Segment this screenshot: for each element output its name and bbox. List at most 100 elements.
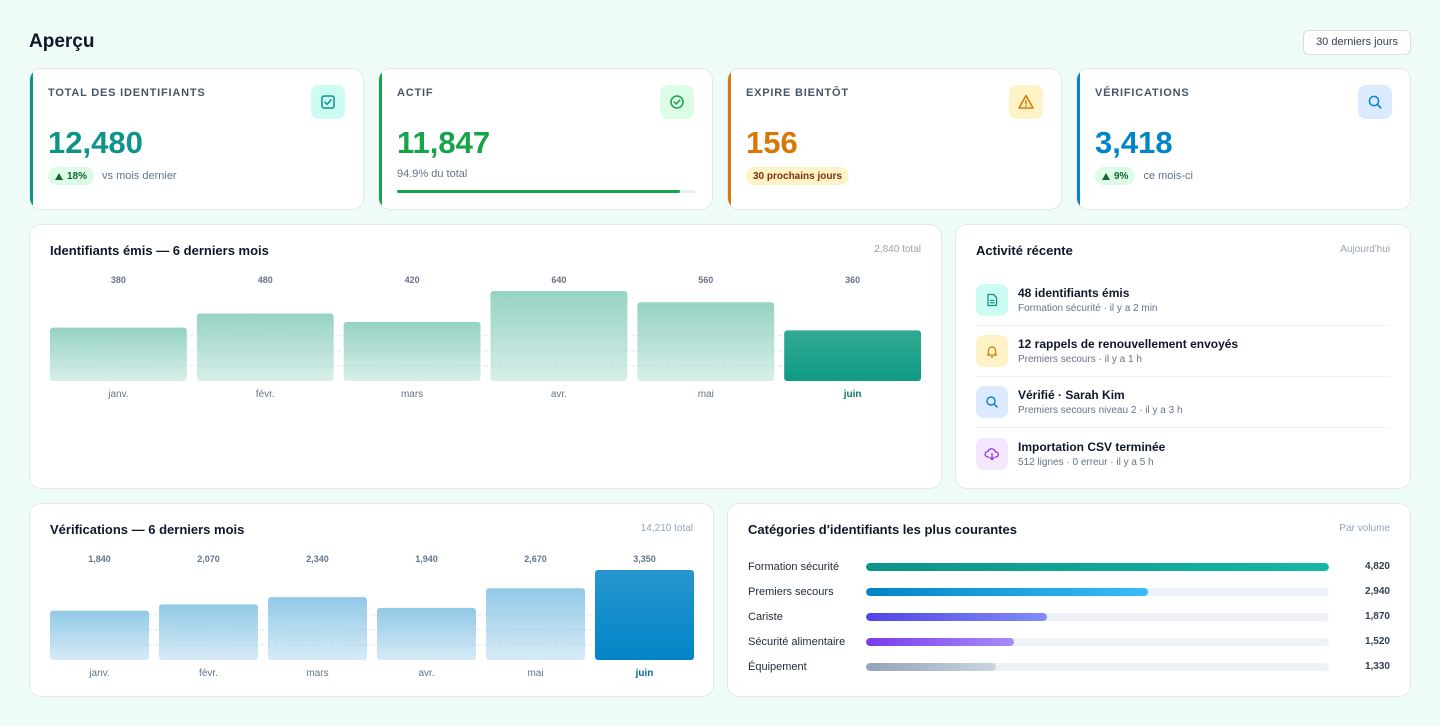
activity-title: 12 rappels de renouvellement envoyés [1018, 337, 1239, 351]
issued-bar-chart: 380 janv. 480 févr. 420 mars 640 avr. 560 mai 360 j… [50, 271, 921, 406]
category-axis-label: avr. [551, 389, 567, 400]
date-range-button[interactable]: 30 derniers jours [1303, 29, 1411, 55]
expiry-window-badge: 30 prochains jours [746, 167, 849, 185]
kpi-note: 94.9% du total [397, 168, 468, 180]
bell-icon [976, 335, 1008, 367]
category-axis-label: janv. [88, 668, 109, 679]
category-name: Équipement [748, 660, 807, 673]
bar-juin[interactable] [595, 570, 694, 660]
issued-chart-panel: Identifiants émis — 6 derniers mois 2,84… [29, 224, 942, 489]
bar-mars[interactable] [343, 321, 481, 381]
bar-févr[interactable] [159, 604, 258, 660]
activity-subtitle: Formation sécurité · il y a 2 min [1018, 303, 1158, 314]
bar-avr[interactable] [377, 607, 476, 660]
bar-value-label: 380 [111, 275, 126, 285]
bar-value-label: 2,670 [524, 554, 547, 564]
bar-value-label: 1,840 [88, 554, 111, 564]
category-name: Formation sécurité [748, 560, 840, 573]
category-list: Formation sécurité 4,820 Premiers secour… [748, 554, 1390, 679]
category-name: Cariste [748, 610, 783, 623]
page-header: Aperçu 30 derniers jours [29, 29, 1411, 55]
activity-item[interactable]: 12 rappels de renouvellement envoyés Pre… [976, 326, 1390, 377]
activity-panel: Activité récente Aujourd'hui 48 identifi… [955, 224, 1411, 489]
category-value: 1,330 [1364, 661, 1390, 672]
category-axis-label: mars [306, 668, 328, 679]
trend-value: 9% [1114, 170, 1129, 182]
panel-title: Catégories d'identifiants les plus coura… [748, 522, 1017, 537]
bar-value-label: 1,940 [415, 554, 438, 564]
category-bar-fill [866, 587, 1149, 596]
category-axis-label: avr. [418, 668, 434, 679]
panel-title: Vérifications — 6 derniers mois [50, 522, 245, 537]
category-axis-label: févr. [199, 668, 218, 679]
activity-item[interactable]: 48 identifiants émis Formation sécurité … [976, 275, 1390, 326]
warning-triangle-icon [1009, 85, 1043, 119]
kpi-value: 12,480 [48, 125, 143, 160]
category-bar-fill [866, 662, 996, 671]
category-bar-track [866, 662, 1329, 671]
bar-janv[interactable] [50, 610, 149, 660]
category-bar-fill [866, 562, 1329, 571]
category-bar-track [866, 562, 1329, 571]
bar-value-label: 2,340 [306, 554, 329, 564]
category-axis-label: juin [843, 389, 862, 400]
bar-févr[interactable] [196, 313, 334, 382]
kpi-card-verifications[interactable]: VÉRIFICATIONS 3,418 9% ce mois-ci [1076, 68, 1411, 210]
category-axis-label: mars [401, 389, 423, 400]
kpi-label: ACTIF [397, 87, 434, 99]
category-row[interactable]: Premiers secours 2,940 [748, 579, 1390, 604]
search-icon [976, 386, 1008, 418]
activity-item[interactable]: Importation CSV terminée 512 lignes · 0 … [976, 428, 1390, 479]
category-value: 1,520 [1364, 636, 1390, 647]
kpi-subline: 30 prochains jours [746, 167, 849, 185]
bar-juin[interactable] [784, 330, 921, 381]
category-bar-fill [866, 637, 1015, 646]
category-bar-fill [866, 612, 1047, 621]
panel-meta: Aujourd'hui [1340, 244, 1390, 255]
category-axis-label: févr. [256, 389, 275, 400]
category-bar-track [866, 637, 1329, 646]
category-value: 4,820 [1364, 561, 1390, 572]
kpi-value: 11,847 [397, 125, 491, 160]
active-progress-fill [397, 190, 680, 193]
bar-value-label: 3,350 [633, 554, 656, 564]
kpi-card-total[interactable]: TOTAL DES IDENTIFIANTS 12,480 18% vs moi… [29, 68, 364, 210]
activity-title: Vérifié · Sarah Kim [1018, 388, 1125, 402]
category-row[interactable]: Équipement 1,330 [748, 654, 1390, 679]
category-name: Sécurité alimentaire [748, 635, 846, 648]
bar-mai[interactable] [486, 588, 585, 660]
bar-value-label: 360 [845, 275, 860, 285]
panel-title: Identifiants émis — 6 derniers mois [50, 243, 269, 258]
bar-value-label: 420 [405, 275, 420, 285]
activity-title: 48 identifiants émis [1018, 286, 1130, 300]
check-square-icon [311, 85, 345, 119]
category-row[interactable]: Sécurité alimentaire 1,520 [748, 629, 1390, 654]
issued-chart-svg: 380 janv. 480 févr. 420 mars 640 avr. 560 mai 360 j… [50, 275, 921, 400]
activity-item[interactable]: Vérifié · Sarah Kim Premiers secours niv… [976, 377, 1390, 428]
active-progress-bar [397, 190, 695, 193]
bar-janv[interactable] [50, 327, 187, 381]
kpi-subline: 9% ce mois-ci [1095, 167, 1193, 185]
trend-value: 18% [67, 170, 88, 182]
bar-mai[interactable] [637, 302, 775, 381]
kpi-card-expiring[interactable]: EXPIRE BIENTÔT 156 30 prochains jours [727, 68, 1062, 210]
bar-mars[interactable] [268, 597, 367, 660]
activity-subtitle: 512 lignes · 0 erreur · il y a 5 h [1018, 456, 1154, 468]
bar-avr[interactable] [490, 291, 628, 381]
kpi-card-active[interactable]: ACTIF 11,847 94.9% du total [378, 68, 713, 210]
category-value: 2,940 [1364, 586, 1390, 597]
panel-meta: Par volume [1339, 523, 1390, 534]
bar-value-label: 640 [551, 275, 566, 285]
panel-meta: 2,840 total [874, 244, 921, 255]
category-row[interactable]: Formation sécurité 4,820 [748, 554, 1390, 579]
activity-list: 48 identifiants émis Formation sécurité … [976, 275, 1390, 479]
kpi-label: EXPIRE BIENTÔT [746, 87, 849, 99]
category-axis-label: janv. [107, 389, 128, 400]
check-circle-icon [660, 85, 694, 119]
activity-title: Importation CSV terminée [1018, 439, 1166, 454]
category-bar-track [866, 587, 1329, 596]
kpi-note: ce mois-ci [1143, 170, 1193, 182]
category-row[interactable]: Cariste 1,870 [748, 604, 1390, 629]
panel-title: Activité récente [976, 243, 1073, 258]
trend-up-icon [55, 172, 63, 180]
